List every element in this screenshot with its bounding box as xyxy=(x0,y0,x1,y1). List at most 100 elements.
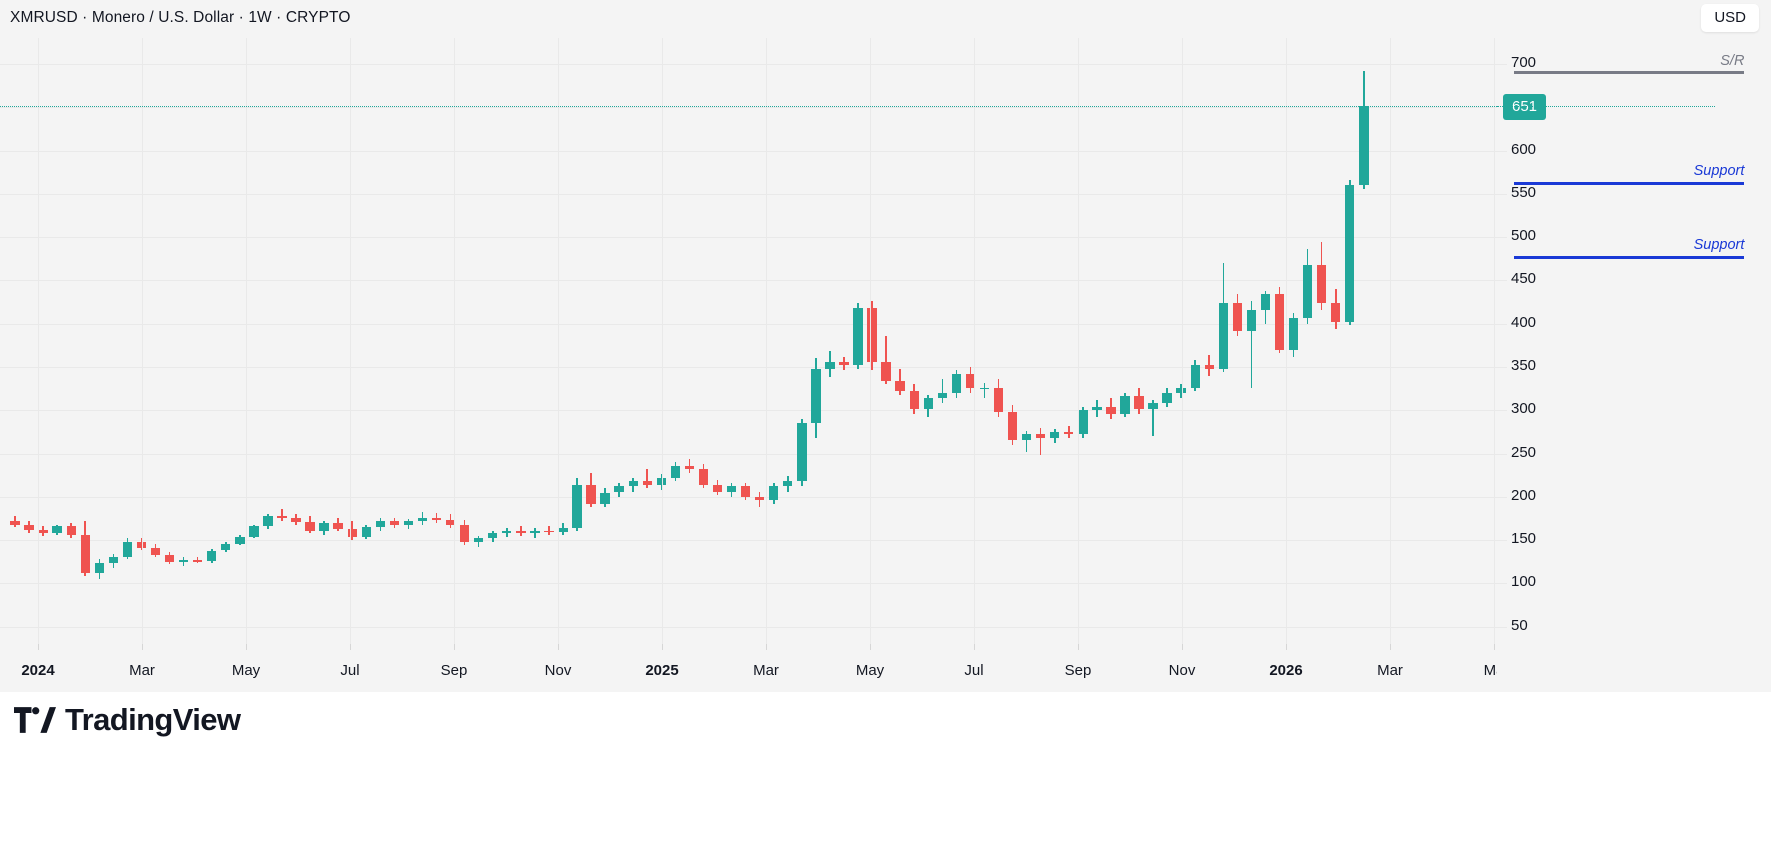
candle-body[interactable] xyxy=(1035,434,1046,438)
candle-body[interactable] xyxy=(1359,106,1369,186)
candle-body[interactable] xyxy=(389,521,400,526)
candle-body[interactable] xyxy=(375,521,386,528)
candle-body[interactable] xyxy=(740,486,751,497)
candle-body[interactable] xyxy=(319,522,329,531)
sr-resistance-line-extension[interactable] xyxy=(1514,71,1745,75)
candle-body[interactable] xyxy=(1232,302,1243,331)
candle-body[interactable] xyxy=(965,373,976,388)
candle-body[interactable] xyxy=(726,486,737,492)
candle-body[interactable] xyxy=(769,486,779,501)
price-axis[interactable]: 700 600 550 500 450 400 350 300 250 200 150 100 50 S/… xyxy=(1497,38,1771,644)
candle-body[interactable] xyxy=(867,308,877,362)
candle-body[interactable] xyxy=(164,554,175,562)
candle-body[interactable] xyxy=(1218,302,1229,369)
candle-body[interactable] xyxy=(684,465,695,470)
candle-body[interactable] xyxy=(586,484,596,504)
candle-body[interactable] xyxy=(235,536,245,544)
candle-body[interactable] xyxy=(263,515,273,527)
candle-body[interactable] xyxy=(94,562,105,573)
candle-body[interactable] xyxy=(1331,302,1341,322)
candle-body[interactable] xyxy=(1246,309,1257,331)
candle-body[interactable] xyxy=(614,486,624,493)
candle-body[interactable] xyxy=(1316,264,1327,303)
candle-body[interactable] xyxy=(558,527,568,533)
candle-body[interactable] xyxy=(502,531,512,534)
candle-body[interactable] xyxy=(277,515,287,519)
chart-plot-area[interactable] xyxy=(0,38,1497,644)
candle-body[interactable] xyxy=(600,492,610,504)
candle-body[interactable] xyxy=(1176,387,1186,393)
candle-body[interactable] xyxy=(417,517,428,522)
candle-body[interactable] xyxy=(1190,365,1200,388)
candle-body[interactable] xyxy=(488,533,498,539)
candle-body[interactable] xyxy=(516,531,526,534)
candle-body[interactable] xyxy=(136,541,147,548)
candle-body[interactable] xyxy=(628,481,638,487)
candle-body[interactable] xyxy=(333,522,343,529)
candle-body[interactable] xyxy=(530,530,540,534)
candle-body[interactable] xyxy=(1288,318,1299,350)
candle-body[interactable] xyxy=(66,526,76,535)
candle-body[interactable] xyxy=(24,524,34,530)
candle-body[interactable] xyxy=(642,481,652,485)
candle-body[interactable] xyxy=(207,550,217,561)
candle-body[interactable] xyxy=(656,477,667,485)
candle-body[interactable] xyxy=(1078,410,1088,435)
candle-body[interactable] xyxy=(122,541,133,558)
candle-body[interactable] xyxy=(445,520,456,525)
candle-body[interactable] xyxy=(1064,431,1074,435)
candle-body[interactable] xyxy=(1050,431,1060,438)
candle-body[interactable] xyxy=(361,527,371,537)
last-price-badge[interactable]: 651 xyxy=(1503,94,1547,121)
candle-body[interactable] xyxy=(80,534,90,573)
candle-body[interactable] xyxy=(10,521,20,525)
candle-body[interactable] xyxy=(1092,406,1102,411)
candle-body[interactable] xyxy=(305,521,315,531)
candle-body[interactable] xyxy=(923,398,933,409)
candle-body[interactable] xyxy=(712,484,723,492)
candle-body[interactable] xyxy=(937,392,948,399)
candle-body[interactable] xyxy=(572,484,582,528)
candle-body[interactable] xyxy=(1204,365,1214,369)
candle-body[interactable] xyxy=(1007,411,1018,440)
candle-body[interactable] xyxy=(347,528,357,537)
support-upper-line-extension[interactable] xyxy=(1514,181,1745,185)
currency-badge[interactable]: USD xyxy=(1701,4,1759,32)
candle-body[interactable] xyxy=(108,557,119,563)
candle-body[interactable] xyxy=(993,387,1004,412)
candle-body[interactable] xyxy=(221,543,231,551)
candle-body[interactable] xyxy=(291,518,301,522)
candle-body[interactable] xyxy=(431,517,442,521)
candle-body[interactable] xyxy=(1162,392,1172,404)
candle-body[interactable] xyxy=(853,308,863,366)
candle-body[interactable] xyxy=(249,526,259,537)
candle-body[interactable] xyxy=(52,526,62,534)
candle-body[interactable] xyxy=(839,361,849,366)
candle-body[interactable] xyxy=(1120,396,1130,414)
candle-body[interactable] xyxy=(797,423,807,482)
time-axis[interactable]: 2024 Mar May Jul Sep Nov 2025 Mar May Jul Sep Nov 20… xyxy=(0,644,1497,692)
candle-body[interactable] xyxy=(1021,434,1032,440)
support-lower-line-extension[interactable] xyxy=(1514,255,1745,259)
candle-body[interactable] xyxy=(825,361,835,369)
candle-body[interactable] xyxy=(1345,185,1355,322)
candle-body[interactable] xyxy=(459,524,470,542)
candle-body[interactable] xyxy=(811,368,821,424)
candle-body[interactable] xyxy=(150,547,161,555)
candle-body[interactable] xyxy=(544,530,554,533)
candle-body[interactable] xyxy=(192,560,203,562)
candle-body[interactable] xyxy=(951,373,962,393)
candle-body[interactable] xyxy=(38,529,48,534)
candle-body[interactable] xyxy=(754,496,765,501)
candle-body[interactable] xyxy=(698,469,709,485)
candle-body[interactable] xyxy=(979,387,990,390)
candle-body[interactable] xyxy=(473,538,484,542)
candle-body[interactable] xyxy=(1260,294,1271,310)
candle-body[interactable] xyxy=(881,361,891,381)
candle-body[interactable] xyxy=(1148,403,1158,409)
candle-body[interactable] xyxy=(1302,264,1313,319)
candle-body[interactable] xyxy=(895,380,905,392)
candle-body[interactable] xyxy=(403,521,414,526)
candle-body[interactable] xyxy=(909,391,919,409)
candle-body[interactable] xyxy=(670,465,681,478)
